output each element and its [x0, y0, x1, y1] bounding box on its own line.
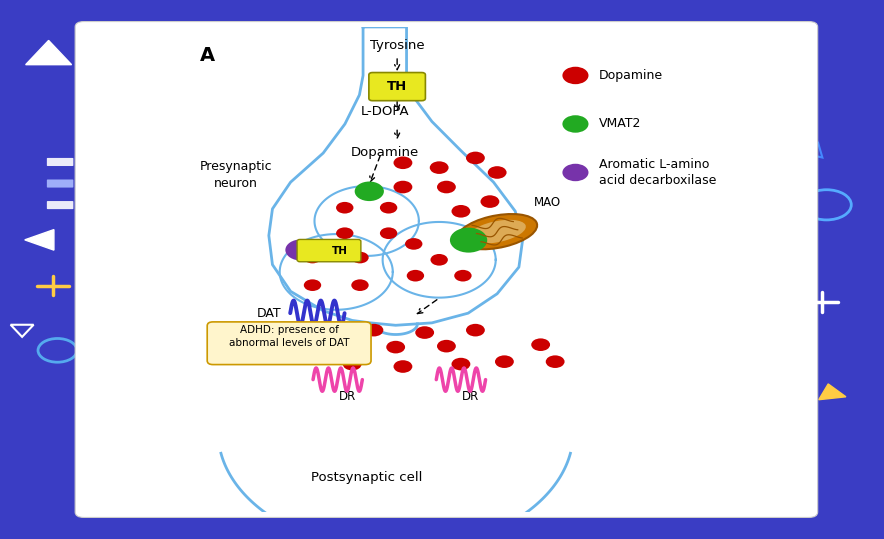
Text: DR: DR [461, 390, 479, 403]
Text: ADHD: presence of
abnormal levels of DAT: ADHD: presence of abnormal levels of DAT [229, 325, 349, 348]
Text: Postsynaptic cell: Postsynaptic cell [311, 471, 423, 484]
Circle shape [466, 151, 484, 164]
Ellipse shape [469, 220, 526, 244]
Text: A: A [200, 46, 215, 65]
Polygon shape [819, 384, 846, 400]
Circle shape [393, 360, 412, 373]
Circle shape [364, 324, 384, 336]
FancyBboxPatch shape [75, 22, 818, 517]
Circle shape [380, 202, 397, 213]
Circle shape [454, 238, 472, 250]
Circle shape [495, 355, 514, 368]
Text: MAO: MAO [533, 196, 560, 209]
Text: VMAT2: VMAT2 [598, 118, 641, 130]
Circle shape [286, 239, 317, 260]
Circle shape [437, 181, 456, 194]
Text: TH: TH [332, 246, 348, 255]
Text: Aromatic L-amino
acid decarboxilase: Aromatic L-amino acid decarboxilase [598, 158, 716, 187]
FancyBboxPatch shape [47, 158, 73, 166]
Circle shape [343, 358, 362, 370]
Text: Dopamine: Dopamine [598, 69, 663, 82]
FancyBboxPatch shape [207, 322, 371, 364]
Polygon shape [670, 106, 697, 122]
Circle shape [336, 338, 354, 351]
Circle shape [431, 254, 448, 266]
Polygon shape [26, 40, 72, 65]
Circle shape [354, 182, 384, 201]
Circle shape [562, 115, 589, 133]
Circle shape [437, 340, 456, 353]
FancyBboxPatch shape [47, 179, 73, 188]
Circle shape [481, 195, 499, 208]
Circle shape [393, 156, 412, 169]
Circle shape [466, 324, 484, 336]
Circle shape [454, 270, 472, 281]
FancyBboxPatch shape [297, 239, 361, 262]
Polygon shape [25, 230, 54, 250]
Circle shape [488, 166, 507, 179]
Circle shape [407, 270, 424, 281]
Text: TH: TH [387, 80, 408, 93]
Circle shape [351, 279, 369, 291]
Circle shape [393, 181, 412, 194]
Text: Dopamine: Dopamine [351, 146, 419, 159]
Circle shape [336, 202, 354, 213]
Circle shape [304, 279, 321, 291]
FancyBboxPatch shape [369, 73, 425, 101]
Circle shape [351, 252, 369, 264]
Circle shape [545, 355, 565, 368]
Text: DAT: DAT [256, 307, 281, 320]
Circle shape [386, 341, 405, 354]
Circle shape [452, 205, 470, 218]
Circle shape [562, 164, 589, 181]
Ellipse shape [457, 214, 537, 249]
Text: Presynaptic
neuron: Presynaptic neuron [200, 160, 272, 190]
FancyBboxPatch shape [47, 201, 73, 209]
FancyBboxPatch shape [729, 220, 756, 228]
Ellipse shape [457, 214, 537, 249]
FancyBboxPatch shape [729, 198, 756, 206]
Circle shape [304, 252, 321, 264]
Circle shape [415, 326, 434, 339]
Text: Tyrosine: Tyrosine [370, 39, 424, 52]
Polygon shape [796, 209, 806, 222]
Circle shape [336, 227, 354, 239]
Circle shape [405, 238, 423, 250]
Circle shape [450, 227, 487, 253]
Circle shape [380, 227, 397, 239]
Circle shape [452, 358, 470, 370]
Text: L-DOPA: L-DOPA [361, 105, 409, 119]
Text: DR: DR [339, 390, 355, 403]
Circle shape [531, 338, 550, 351]
Polygon shape [758, 54, 795, 77]
Circle shape [430, 161, 448, 174]
Circle shape [562, 67, 589, 84]
